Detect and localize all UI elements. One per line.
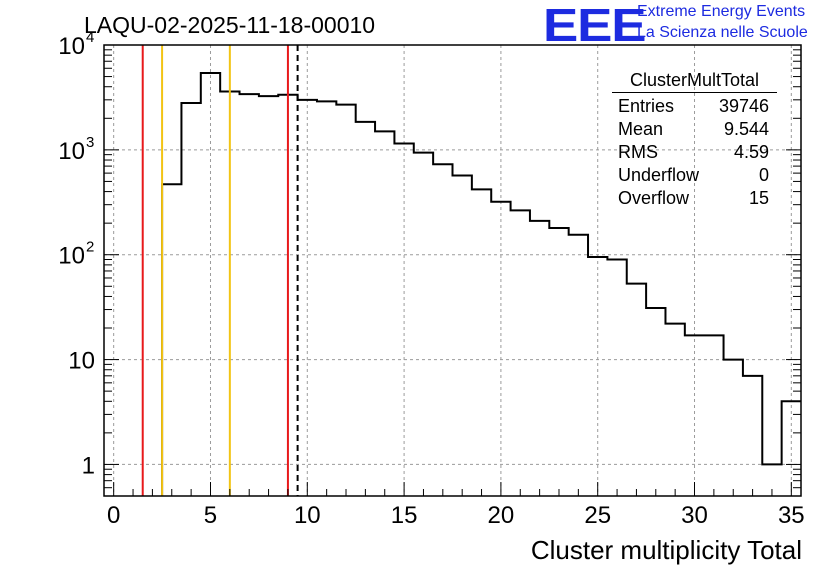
y-tick-exponent: 4: [86, 29, 94, 46]
histogram-bin: [162, 184, 181, 496]
histogram-bin: [588, 257, 607, 496]
histogram-bin: [530, 221, 549, 496]
stats-row-underflow: Underflow 0: [612, 164, 777, 187]
stats-label: RMS: [618, 142, 658, 162]
y-tick-label: 1: [82, 452, 95, 479]
histogram-bin: [201, 73, 220, 496]
histogram-bin: [782, 401, 801, 496]
stats-value: 9.544: [723, 119, 769, 139]
histogram-bin: [607, 260, 626, 496]
stats-value: 0: [758, 165, 769, 185]
logo-subtitle-2: La Scienza nelle Scuole: [637, 24, 808, 41]
eee-logo: EEE: [543, 0, 647, 51]
histogram-bin: [549, 228, 568, 496]
stats-label: Underflow: [618, 165, 700, 185]
x-tick-label: 15: [391, 502, 418, 529]
stats-label: Mean: [618, 119, 664, 139]
histogram-bin: [685, 335, 704, 496]
logo-subtitle-1: Extreme Energy Events: [637, 3, 806, 20]
x-tick-label: 10: [294, 502, 321, 529]
histogram-bin: [511, 210, 530, 496]
histogram-bin: [298, 100, 317, 496]
stats-value: 15: [748, 188, 769, 208]
histogram-bin: [743, 376, 762, 496]
y-tick-label: 10: [68, 348, 95, 375]
histogram-bin: [665, 324, 684, 496]
histogram-bin: [569, 235, 588, 496]
histogram-bin: [259, 96, 278, 496]
histogram-bin: [627, 284, 646, 496]
stats-label: Entries: [618, 96, 675, 116]
histogram-bin: [704, 335, 723, 496]
x-tick-label: 25: [584, 502, 611, 529]
histogram-bin: [491, 202, 510, 496]
x-tick-label: 0: [107, 502, 120, 529]
histogram-bin: [433, 164, 452, 496]
histogram-bin: [724, 360, 743, 496]
y-tick-exponent: 2: [86, 239, 94, 256]
vertical-lines-layer: [141, 45, 299, 496]
stats-box: ClusterMultTotal Entries 39746 Mean 9.54…: [612, 70, 777, 210]
histogram-bin: [414, 153, 433, 496]
ticks-layer: [104, 44, 801, 497]
stats-row-overflow: Overflow 15: [612, 187, 777, 210]
y-tick-label: 10: [58, 138, 85, 165]
x-tick-label: 20: [488, 502, 515, 529]
histogram-bin: [240, 94, 259, 496]
histogram-bin: [453, 175, 472, 496]
stats-title: ClusterMultTotal: [612, 70, 777, 93]
y-tick-label: 10: [58, 243, 85, 270]
x-axis-title: Cluster multiplicity Total: [530, 535, 802, 565]
stats-row-mean: Mean 9.544: [612, 118, 777, 141]
histogram-bin: [336, 105, 355, 496]
y-tick-exponent: 3: [86, 134, 94, 151]
stats-value: 39746: [718, 96, 769, 116]
x-tick-label: 35: [778, 502, 805, 529]
stats-row-rms: RMS 4.59: [612, 141, 777, 164]
stats-label: Overflow: [618, 188, 690, 208]
histogram-layer: [161, 72, 801, 496]
histogram-bin: [394, 143, 413, 496]
x-tick-label: 5: [204, 502, 217, 529]
histogram-outline: [161, 72, 801, 496]
stats-row-entries: Entries 39746: [612, 95, 777, 118]
histogram-bin: [356, 122, 375, 496]
stats-value: 4.59: [733, 142, 769, 162]
histogram-bin: [181, 103, 200, 496]
histogram-bin: [472, 189, 491, 496]
run-title: LAQU-02-2025-11-18-00010: [84, 12, 376, 38]
x-tick-label: 30: [681, 502, 708, 529]
histogram-bin: [375, 131, 394, 496]
histogram-bin: [646, 308, 665, 496]
histogram-bin: [317, 101, 336, 496]
y-tick-label: 10: [58, 33, 85, 60]
